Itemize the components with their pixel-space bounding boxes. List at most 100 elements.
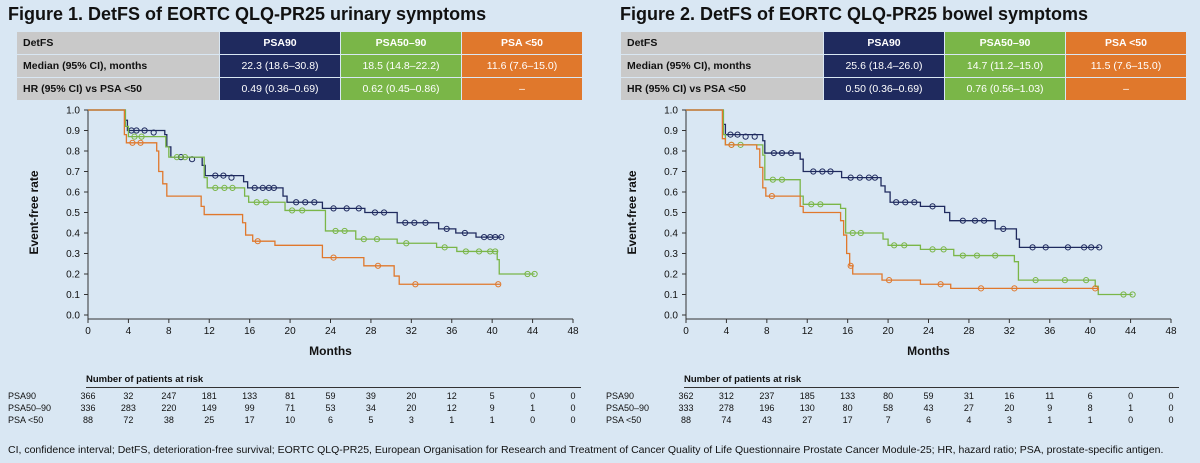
censor-mark-psa-50	[768, 193, 775, 200]
censor-mark-psa90	[827, 168, 834, 175]
figure-title: Figure 1. DetFS of EORTC QLQ-PR25 urinar…	[8, 4, 487, 24]
x-tick-label: 44	[527, 326, 539, 337]
censor-mark-psa90	[343, 205, 350, 212]
censor-mark-psa-50	[937, 281, 944, 288]
stats-cell: 0.49 (0.36–0.69)	[219, 77, 341, 101]
figure-title: Figure 2. DetFS of EORTC QLQ-PR25 bowel …	[620, 4, 1089, 24]
risk-value: 0	[1168, 403, 1174, 413]
x-tick-label: 24	[325, 326, 337, 337]
risk-value: 81	[285, 391, 296, 401]
censor-mark-psa90	[971, 217, 979, 224]
risk-value: 181	[201, 391, 217, 401]
censor-mark-psa90	[443, 225, 450, 232]
stats-cell: 0.76 (0.56–1.03)	[944, 77, 1066, 101]
censor-mark-psa-50	[1092, 285, 1099, 292]
censor-mark-psa50-90	[531, 270, 538, 278]
x-tick-label: 8	[166, 326, 172, 337]
stats-table: DetFS PSA90 PSA50–90 PSA <50 Median (95%…	[620, 31, 1187, 101]
censor-mark-psa90	[727, 131, 734, 138]
y-tick-label: 0.7	[66, 167, 80, 178]
censor-mark-psa50-90	[849, 229, 856, 237]
risk-value: 0	[1128, 415, 1134, 425]
x-tick-label: 0	[683, 326, 689, 337]
x-tick-label: 48	[1165, 326, 1177, 337]
risk-value: 312	[718, 391, 734, 401]
risk-value: 12	[446, 391, 457, 401]
figure-panel-1: Figure 1. DetFS of EORTC QLQ-PR25 urinar…	[8, 0, 598, 440]
risk-value: 17	[842, 415, 853, 425]
km-curve-psa50-90	[686, 109, 1133, 296]
risk-value: 1	[530, 403, 536, 413]
y-axis-label: Event-free rate	[625, 170, 639, 254]
risk-value: 43	[761, 415, 772, 425]
risk-value: 278	[718, 403, 734, 413]
risk-row-label: PSA50–90	[606, 403, 650, 413]
risk-value: 53	[325, 403, 336, 413]
censor-mark-psa90	[810, 168, 817, 175]
stats-median-row: Median (95% CI), months 25.6 (18.4–26.0)…	[620, 54, 1187, 78]
risk-table-title: Number of patients at risk	[684, 374, 802, 385]
risk-value: 9	[489, 403, 495, 413]
censor-mark-psa90	[1081, 244, 1088, 251]
y-tick-label: 0.5	[664, 208, 678, 219]
censor-mark-psa90	[865, 174, 872, 181]
censor-mark-psa90	[1000, 225, 1007, 232]
censor-mark-psa-50	[1011, 285, 1018, 292]
censor-mark-psa90	[787, 149, 795, 157]
censor-mark-psa90	[133, 127, 140, 134]
risk-value: 220	[161, 403, 177, 413]
risk-value: 88	[82, 415, 94, 425]
risk-value: 0	[530, 415, 536, 425]
km-curve-psa50-90	[88, 109, 535, 275]
risk-value: 39	[365, 391, 376, 401]
censor-mark-psa90	[980, 217, 988, 224]
censor-mark-psa90	[770, 149, 778, 157]
censor-mark-psa50-90	[1083, 277, 1090, 284]
censor-mark-psa90	[847, 174, 854, 181]
risk-value: 6	[327, 415, 334, 425]
censor-mark-psa90	[742, 133, 749, 140]
censor-mark-psa-50	[374, 262, 382, 269]
stats-cell: 25.6 (18.4–26.0)	[823, 54, 945, 78]
censor-mark-psa50-90	[131, 133, 138, 140]
censor-mark-psa50-90	[959, 252, 966, 259]
risk-value: 1	[1047, 415, 1053, 425]
stats-header-label: DetFS	[620, 31, 824, 55]
risk-value: 4	[966, 415, 972, 425]
risk-row-label: PSA <50	[606, 415, 642, 425]
censor-mark-psa-50	[129, 139, 136, 146]
figure-panel-2: Figure 2. DetFS of EORTC QLQ-PR25 bowel …	[606, 0, 1196, 440]
y-tick-label: 0.8	[664, 147, 678, 158]
risk-value: 27	[802, 415, 813, 425]
censor-mark-psa50-90	[332, 227, 339, 235]
y-tick-label: 0.8	[66, 147, 80, 158]
x-tick-label: 4	[126, 326, 132, 337]
risk-value: 20	[406, 403, 417, 413]
censor-mark-psa90	[1088, 244, 1095, 251]
censor-mark-psa90	[498, 234, 505, 241]
risk-value: 3	[1006, 415, 1012, 425]
risk-value: 1	[449, 415, 455, 425]
censor-mark-psa50-90	[462, 248, 469, 255]
x-tick-label: 40	[487, 326, 499, 337]
censor-mark-psa90	[141, 127, 148, 134]
risk-value: 0	[570, 403, 576, 413]
x-tick-label: 40	[1085, 326, 1097, 337]
y-tick-label: 0.9	[664, 126, 678, 137]
censor-mark-psa50-90	[299, 207, 306, 214]
risk-table-rule	[86, 387, 581, 388]
y-tick-label: 0.1	[664, 290, 678, 301]
x-tick-label: 12	[204, 326, 216, 337]
censor-mark-psa50-90	[992, 252, 999, 259]
censor-mark-psa50-90	[891, 242, 898, 249]
y-tick-label: 0.6	[664, 188, 678, 199]
risk-value: 366	[80, 391, 96, 401]
stats-cell: 11.6 (7.6–15.0)	[461, 54, 583, 78]
risk-value: 80	[883, 391, 894, 401]
censor-mark-psa50-90	[475, 248, 483, 255]
censor-mark-psa-50	[885, 277, 893, 284]
stats-cell: 0.50 (0.36–0.69)	[823, 77, 945, 101]
censor-mark-psa90	[461, 229, 468, 237]
censor-mark-psa90	[856, 174, 863, 181]
risk-value: 3	[408, 415, 414, 425]
